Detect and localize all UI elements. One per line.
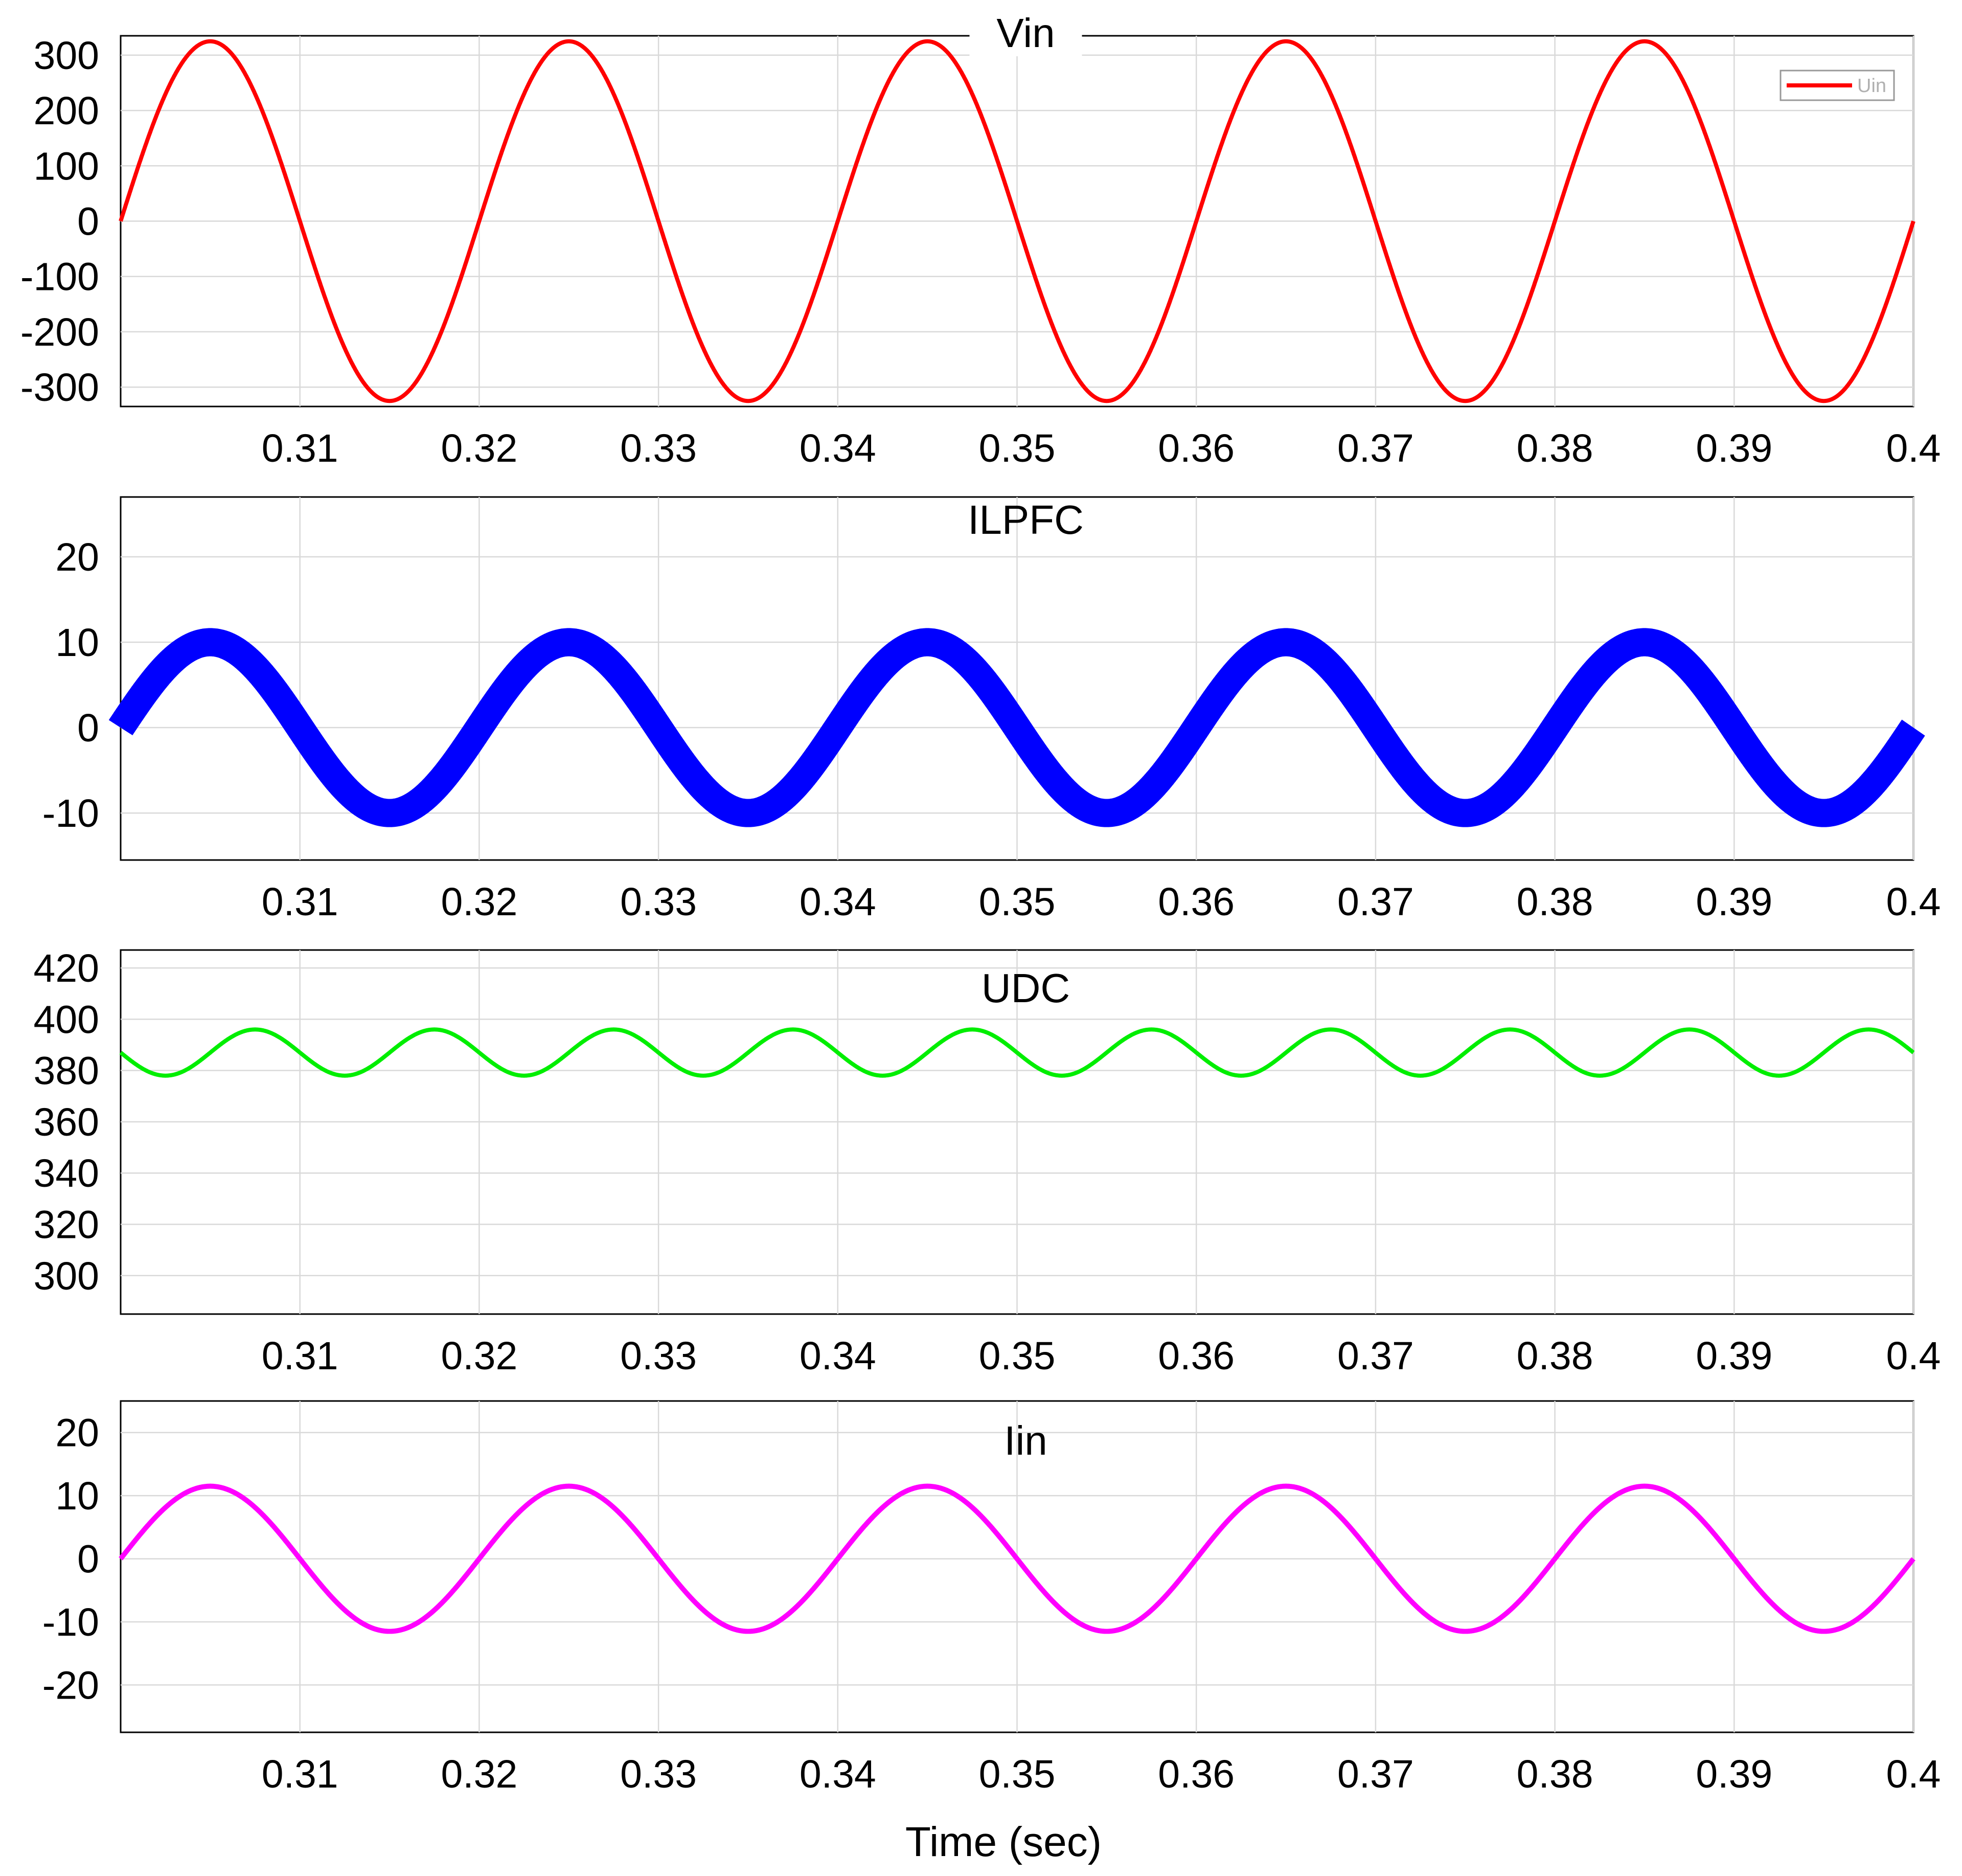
vin-y-tick-label: -100	[20, 255, 99, 299]
iin-x-tick-label: 0.4	[1886, 1752, 1941, 1796]
vin-x-tick-label: 0.33	[620, 426, 697, 470]
vin-title-background	[969, 20, 1082, 56]
vin-x-tick-label: 0.39	[1696, 426, 1772, 470]
vin-x-tick-label: 0.34	[800, 426, 876, 470]
vin-y-tick-label: -200	[20, 310, 99, 354]
ilpfc-x-tick-label: 0.34	[800, 880, 876, 924]
udc-series-line	[119, 1027, 1915, 1078]
ilpfc-x-tick-label: 0.31	[262, 880, 338, 924]
vin-x-tick-label: 0.37	[1337, 426, 1414, 470]
vin-x-tick-label: 0.4	[1886, 426, 1941, 470]
vin-x-tick-label: 0.36	[1158, 426, 1235, 470]
vin-y-tick-label: 200	[34, 89, 99, 133]
vin-y-tick-label: 100	[34, 144, 99, 188]
iin-x-tick-label: 0.36	[1158, 1752, 1235, 1796]
vin-y-tick-label: -300	[20, 366, 99, 410]
iin-x-tick-label: 0.37	[1337, 1752, 1414, 1796]
udc-y-tick-label: 320	[34, 1203, 99, 1247]
vin-chart-title: Vin	[996, 10, 1055, 56]
ilpfc-y-tick-label: -10	[42, 792, 99, 835]
ilpfc-y-tick-label: 20	[55, 535, 99, 579]
vin-x-tick-label: 0.32	[441, 426, 517, 470]
vin-x-tick-label: 0.31	[262, 426, 338, 470]
udc-x-tick-label: 0.37	[1337, 1334, 1414, 1378]
iin-x-tick-label: 0.35	[979, 1752, 1056, 1796]
panel-ilpfc: ILPFC -10 0 10 20 0.31 0.32 0.33 0.34 0.35 0.36 0.3…	[42, 496, 1941, 924]
udc-y-tick-label: 300	[34, 1254, 99, 1298]
x-axis-label: Time (sec)	[905, 1819, 1102, 1865]
udc-y-tick-label: 380	[34, 1049, 99, 1093]
iin-y-tick-label: -10	[42, 1600, 99, 1644]
ilpfc-y-tick-label: 10	[55, 621, 99, 665]
ilpfc-x-tick-label: 0.39	[1696, 880, 1772, 924]
udc-x-tick-label: 0.32	[441, 1334, 517, 1378]
iin-x-tick-label: 0.33	[620, 1752, 697, 1796]
ilpfc-series-line	[107, 628, 1927, 827]
ilpfc-x-tick-label: 0.36	[1158, 880, 1235, 924]
iin-series-line	[118, 1483, 1916, 1634]
ilpfc-y-tick-label: 0	[77, 706, 99, 750]
ilpfc-chart-title: ILPFC	[968, 497, 1084, 543]
vin-y-tick-label: 0	[77, 200, 99, 244]
iin-y-tick-label: -20	[42, 1663, 99, 1707]
iin-x-tick-label: 0.34	[800, 1752, 876, 1796]
ilpfc-x-tick-label: 0.35	[979, 880, 1056, 924]
iin-y-tick-label: 20	[55, 1411, 99, 1455]
udc-y-tick-label: 340	[34, 1151, 99, 1195]
udc-x-tick-label: 0.31	[262, 1334, 338, 1378]
udc-x-tick-label: 0.36	[1158, 1334, 1235, 1378]
panel-iin: Iin -20 -10 0 10 20 0.31 0.32 0.33 0.34 0.35 0.36 0.…	[42, 1400, 1941, 1796]
udc-x-tick-label: 0.34	[800, 1334, 876, 1378]
iin-y-tick-label: 0	[77, 1538, 99, 1581]
udc-y-tick-label: 400	[34, 998, 99, 1042]
iin-x-tick-label: 0.32	[441, 1752, 517, 1796]
udc-chart-title: UDC	[982, 965, 1070, 1011]
vin-x-tick-label: 0.35	[979, 426, 1056, 470]
iin-x-tick-label: 0.39	[1696, 1752, 1772, 1796]
vin-x-tick-label: 0.38	[1517, 426, 1593, 470]
iin-x-tick-label: 0.31	[262, 1752, 338, 1796]
udc-x-tick-label: 0.38	[1517, 1334, 1593, 1378]
udc-x-tick-label: 0.4	[1886, 1334, 1941, 1378]
ilpfc-x-tick-label: 0.32	[441, 880, 517, 924]
ilpfc-x-tick-label: 0.4	[1886, 880, 1941, 924]
udc-y-tick-label: 360	[34, 1100, 99, 1144]
vin-legend-label: Uin	[1857, 75, 1886, 97]
udc-y-tick-label: 420	[34, 946, 99, 990]
iin-y-tick-label: 10	[55, 1474, 99, 1518]
ilpfc-x-tick-label: 0.33	[620, 880, 697, 924]
panel-vin: Vin -300 -200 -100 0 100 200 300 0.31 0.32 0.33 0.3…	[20, 10, 1941, 470]
ilpfc-x-tick-label: 0.37	[1337, 880, 1414, 924]
udc-x-tick-label: 0.33	[620, 1334, 697, 1378]
iin-x-tick-label: 0.38	[1517, 1752, 1593, 1796]
vin-y-tick-label: 300	[34, 34, 99, 78]
iin-chart-title: Iin	[1004, 1418, 1047, 1463]
udc-x-tick-label: 0.39	[1696, 1334, 1772, 1378]
udc-x-tick-label: 0.35	[979, 1334, 1056, 1378]
ilpfc-x-tick-label: 0.38	[1517, 880, 1593, 924]
vin-series-line	[119, 39, 1915, 403]
panel-udc: UDC 300 320 340 360 380 400 420 0.31 0.32 0.33 0.34…	[34, 946, 1941, 1378]
